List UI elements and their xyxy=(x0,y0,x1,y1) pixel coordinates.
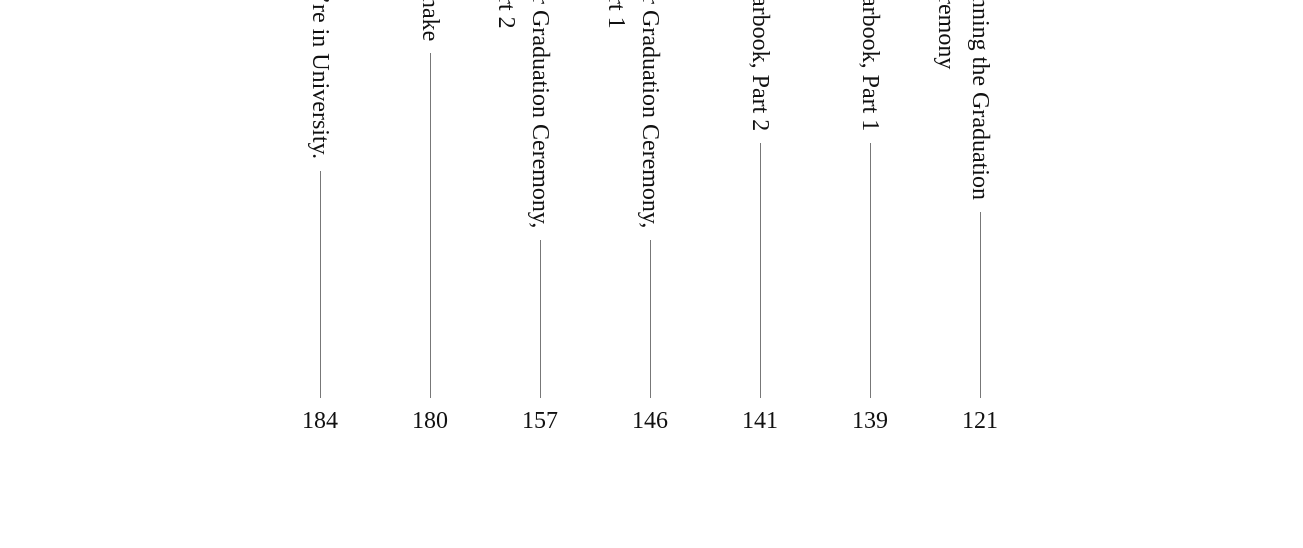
title-line: arbook, Part 2 xyxy=(747,0,773,132)
leader-line xyxy=(430,53,431,398)
leader-line xyxy=(760,143,761,398)
leader-line xyxy=(320,171,321,398)
toc-entry-title: arbook, Part 2 xyxy=(743,0,777,131)
toc-entry[interactable]: r Graduation Ceremony, rt 2 xyxy=(489,0,557,398)
leader-line xyxy=(870,143,871,398)
page-number: 146 xyxy=(632,408,668,434)
page-number: 121 xyxy=(962,408,998,434)
title-line: remony xyxy=(933,0,959,70)
toc-entry-title: nning the Graduation remony xyxy=(929,0,997,200)
toc-entry-title: ’re in University. xyxy=(303,0,337,159)
page-number: 184 xyxy=(302,408,338,434)
title-line: rt 1 xyxy=(603,0,629,29)
page-number: 157 xyxy=(522,408,558,434)
toc-entry-title: r Graduation Ceremony, rt 1 xyxy=(599,0,667,228)
page-number: 141 xyxy=(742,408,778,434)
leader-line xyxy=(650,240,651,398)
page-number: 180 xyxy=(412,408,448,434)
leader-line xyxy=(540,240,541,398)
toc-entry[interactable]: ’re in University. xyxy=(303,0,337,398)
title-line: r Graduation Ceremony, xyxy=(527,0,553,229)
toc-entry[interactable]: arbook, Part 1 xyxy=(853,0,887,398)
title-line: r Graduation Ceremony, xyxy=(637,0,663,229)
title-line: nake xyxy=(417,0,443,42)
toc-entry-title: arbook, Part 1 xyxy=(853,0,887,131)
toc-entry[interactable]: nake xyxy=(413,0,447,398)
title-line: rt 2 xyxy=(493,0,519,29)
toc-entry[interactable]: nning the Graduation remony xyxy=(929,0,997,398)
title-line: nning the Graduation xyxy=(967,0,993,200)
toc-entry[interactable]: r Graduation Ceremony, rt 1 xyxy=(599,0,667,398)
page-number: 139 xyxy=(852,408,888,434)
toc-entry-title: nake xyxy=(413,0,447,41)
toc-entry[interactable]: arbook, Part 2 xyxy=(743,0,777,398)
title-line: arbook, Part 1 xyxy=(857,0,883,132)
toc-entry-title: r Graduation Ceremony, rt 2 xyxy=(489,0,557,228)
title-line: ’re in University. xyxy=(307,0,333,160)
leader-line xyxy=(980,211,981,398)
